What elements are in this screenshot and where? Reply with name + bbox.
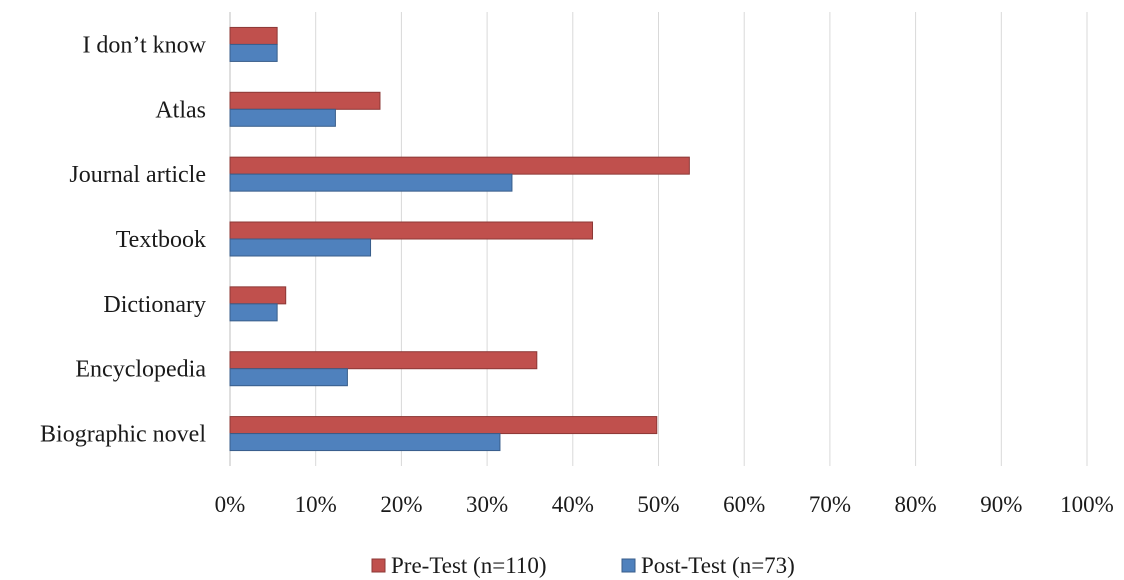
category-label: Encyclopedia — [75, 357, 206, 383]
bar-post-test — [229, 303, 278, 322]
bar-pre-test — [229, 221, 594, 240]
bar-pre-test — [229, 91, 381, 110]
bar-pre-test — [229, 286, 287, 305]
bar-post-test — [229, 238, 372, 257]
category-label: Dictionary — [103, 292, 206, 318]
x-tick-label: 20% — [380, 492, 422, 517]
bar-pre-test — [229, 26, 278, 45]
bars — [229, 26, 690, 452]
x-tick-label: 60% — [723, 492, 765, 517]
category-label: Biographic novel — [40, 422, 206, 448]
x-tick-label: 40% — [552, 492, 594, 517]
bar-pre-test — [229, 156, 690, 175]
bar-post-test — [229, 108, 336, 127]
category-label: I don’t know — [82, 32, 206, 58]
x-tick-label: 80% — [895, 492, 937, 517]
category-label: Textbook — [116, 227, 206, 253]
bar-pre-test — [229, 416, 658, 435]
bar-post-test — [229, 433, 501, 452]
x-tick-label: 90% — [980, 492, 1022, 517]
bar-post-test — [229, 43, 278, 62]
x-axis-tick-labels: 0% 10% 20% 30% 40% 50% 60% 70% 80% 90% 100% — [215, 492, 1114, 517]
legend: Pre-Test (n=110) Post-Test (n=73) — [371, 553, 795, 578]
x-tick-label: 30% — [466, 492, 508, 517]
bar-post-test — [229, 173, 513, 192]
x-tick-label: 0% — [215, 492, 246, 517]
legend-label: Post-Test (n=73) — [641, 553, 795, 578]
x-tick-label: 100% — [1060, 492, 1114, 517]
category-label: Journal article — [69, 162, 206, 188]
legend-swatch — [371, 558, 386, 573]
bar-pre-test — [229, 351, 538, 370]
x-tick-label: 10% — [295, 492, 337, 517]
bar-post-test — [229, 368, 348, 387]
legend-label: Pre-Test (n=110) — [391, 553, 547, 578]
legend-swatch — [621, 558, 636, 573]
x-tick-label: 50% — [637, 492, 679, 517]
category-label: Atlas — [155, 97, 206, 123]
category-labels: I don’t know Atlas Journal article Textbook… — [40, 32, 207, 447]
x-tick-label: 70% — [809, 492, 851, 517]
